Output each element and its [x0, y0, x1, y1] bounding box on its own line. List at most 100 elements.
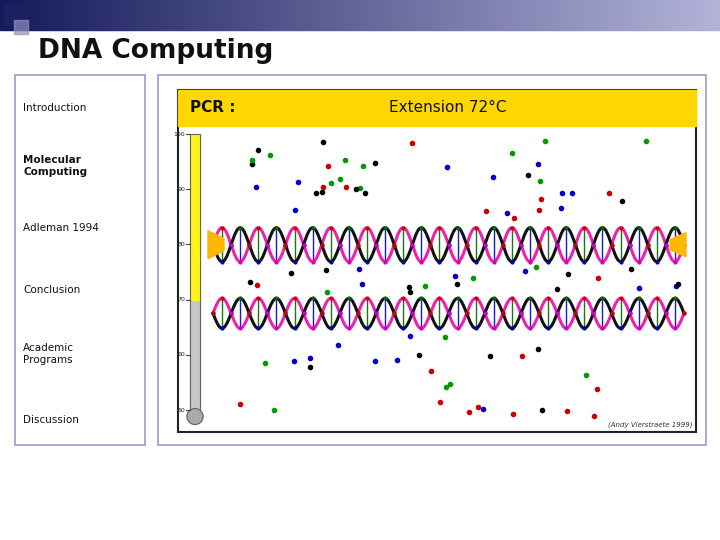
Bar: [190, 253, 200, 258]
Bar: [116, 0, 117, 30]
Polygon shape: [208, 231, 224, 259]
Bar: [7, 0, 8, 30]
Bar: [198, 0, 199, 30]
Bar: [657, 0, 658, 30]
Bar: [62, 0, 63, 30]
Bar: [631, 0, 632, 30]
Bar: [26, 0, 27, 30]
Bar: [190, 212, 200, 217]
Bar: [569, 0, 570, 30]
Bar: [579, 0, 580, 30]
Bar: [307, 0, 308, 30]
Bar: [699, 0, 700, 30]
Bar: [43, 0, 44, 30]
Bar: [120, 0, 121, 30]
Bar: [144, 0, 145, 30]
Bar: [247, 0, 248, 30]
Bar: [517, 0, 518, 30]
Bar: [190, 382, 200, 387]
Bar: [76, 0, 77, 30]
Bar: [190, 294, 200, 300]
Bar: [319, 0, 320, 30]
Bar: [190, 327, 200, 332]
Bar: [564, 0, 565, 30]
Bar: [567, 0, 568, 30]
Bar: [682, 0, 683, 30]
Text: 90: 90: [177, 187, 185, 192]
Bar: [347, 0, 348, 30]
Bar: [4, 0, 5, 30]
Bar: [150, 0, 151, 30]
Bar: [137, 0, 138, 30]
Text: Molecular
Computing: Molecular Computing: [23, 155, 87, 177]
Bar: [160, 0, 161, 30]
Bar: [129, 0, 130, 30]
Bar: [190, 354, 200, 360]
Bar: [385, 0, 386, 30]
Bar: [522, 0, 523, 30]
Bar: [339, 0, 340, 30]
Text: Extension 72°C: Extension 72°C: [389, 100, 506, 116]
Bar: [495, 0, 496, 30]
Bar: [139, 0, 140, 30]
Bar: [653, 0, 654, 30]
Bar: [594, 0, 595, 30]
Bar: [174, 0, 175, 30]
Bar: [496, 0, 497, 30]
Bar: [320, 0, 321, 30]
Bar: [405, 0, 406, 30]
Bar: [693, 0, 694, 30]
Bar: [586, 0, 587, 30]
Bar: [380, 0, 381, 30]
Bar: [325, 0, 326, 30]
Bar: [614, 0, 615, 30]
Bar: [84, 0, 85, 30]
Bar: [661, 0, 662, 30]
Bar: [412, 0, 413, 30]
Bar: [71, 0, 72, 30]
Bar: [196, 0, 197, 30]
Bar: [336, 0, 337, 30]
Bar: [498, 0, 499, 30]
Text: Discussion: Discussion: [23, 415, 79, 425]
Bar: [215, 0, 216, 30]
Bar: [592, 0, 593, 30]
Bar: [545, 0, 546, 30]
Bar: [333, 0, 334, 30]
Bar: [459, 0, 460, 30]
Bar: [712, 0, 713, 30]
Bar: [521, 0, 522, 30]
Bar: [63, 0, 64, 30]
Bar: [410, 0, 411, 30]
Bar: [188, 0, 189, 30]
Bar: [180, 0, 181, 30]
Bar: [512, 0, 513, 30]
Bar: [190, 391, 200, 396]
Bar: [620, 0, 621, 30]
Bar: [535, 0, 536, 30]
Bar: [334, 0, 335, 30]
Bar: [87, 0, 88, 30]
Bar: [273, 0, 274, 30]
Text: (Andy Vierstraete 1999): (Andy Vierstraete 1999): [608, 421, 692, 428]
Bar: [391, 0, 392, 30]
Bar: [262, 0, 263, 30]
Bar: [92, 0, 93, 30]
Bar: [244, 0, 245, 30]
Bar: [706, 0, 707, 30]
Bar: [266, 0, 267, 30]
Bar: [238, 0, 239, 30]
Bar: [644, 0, 645, 30]
Bar: [627, 0, 628, 30]
Bar: [195, 0, 196, 30]
Bar: [691, 0, 692, 30]
FancyBboxPatch shape: [178, 90, 696, 432]
Bar: [591, 0, 592, 30]
Bar: [172, 0, 173, 30]
Bar: [524, 0, 525, 30]
Bar: [204, 0, 205, 30]
Bar: [95, 0, 96, 30]
Bar: [509, 0, 510, 30]
Bar: [679, 0, 680, 30]
Bar: [502, 0, 503, 30]
